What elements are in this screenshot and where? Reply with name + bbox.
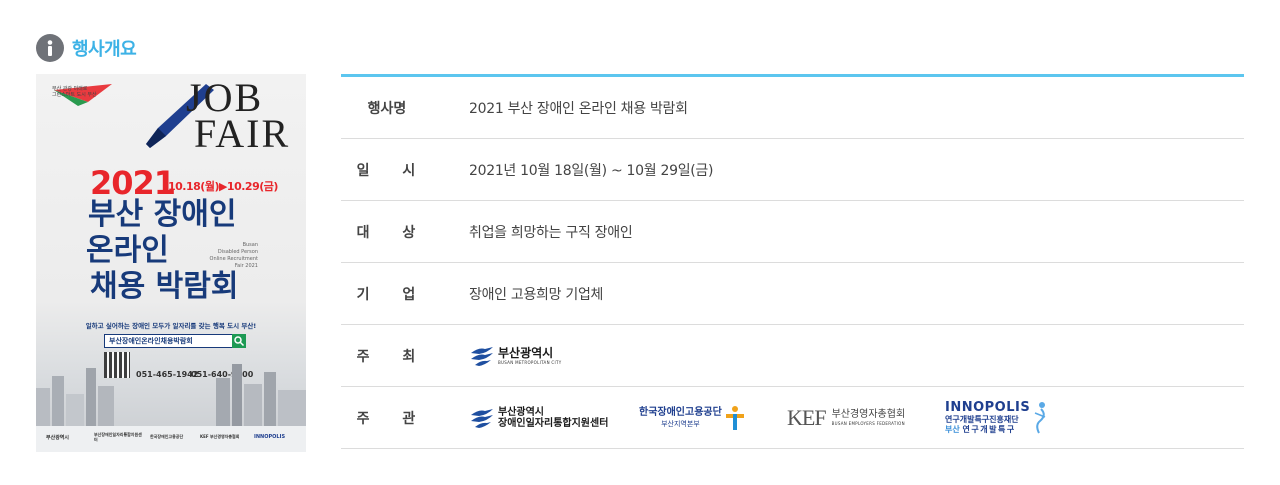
- row-label: 행사명: [367, 100, 407, 117]
- poster-headline-3: 채용 박람회: [90, 269, 239, 304]
- busan-wave-icon: [471, 346, 493, 366]
- table-row: 행사명 2021 부산 장애인 온라인 채용 박람회: [341, 77, 1244, 139]
- poster-job-text: JOB: [186, 75, 264, 120]
- innopolis-logo: INNOPOLIS 연구개발특구진흥재단 부산 연구개발특구: [945, 400, 1049, 435]
- poster-phone-1: 051-465-1942: [136, 370, 199, 379]
- host-logo-sub: BUSAN METROPOLITAN CITY: [498, 359, 562, 365]
- poster-footer-logos: 부산광역시 부산장애인일자리통합지원센터 한국장애인고용공단 KEF 부산경영자…: [36, 426, 306, 452]
- table-row: 기 업 장애인 고용희망 기업체: [341, 263, 1244, 325]
- necktie-graphic: [146, 84, 214, 148]
- row-label: 일 시: [356, 162, 430, 179]
- busan-wave-icon: [471, 408, 493, 428]
- section-header: 행사개요: [36, 34, 137, 62]
- poster-tagline: 일하고 싶어하는 장애인 모두가 일자리를 갖는 행복 도시 부산!: [85, 322, 257, 330]
- info-icon: [36, 34, 64, 62]
- poster-headline-1: 부산 장애인: [88, 197, 237, 232]
- innopolis-figure-icon: [1034, 401, 1046, 433]
- row-label: 대 상: [356, 224, 430, 241]
- busan-city-logo: 부산광역시 BUSAN METROPOLITAN CITY: [469, 345, 562, 367]
- row-label: 주 관: [356, 410, 430, 427]
- table-row: 일 시 2021년 10월 18일(월) ~ 10월 29일(금): [341, 139, 1244, 201]
- row-label: 기 업: [356, 286, 430, 303]
- event-poster: 부산 관광 미래로 그린스마트 도시 부산 JOB FAIR 2021 10.1…: [36, 74, 306, 452]
- busan-job-center-logo: 부산광역시 장애인일자리통합지원센터: [469, 407, 608, 429]
- poster-headline-2: 온라인: [86, 233, 169, 268]
- kead-logo: 한국장애인고용공단 부산지역본부: [639, 405, 746, 431]
- poster-search-box: 부산장애인온라인채용박람회: [104, 334, 234, 348]
- table-row: 주 관 부산광역시 장애인일자리통합지원센터 한국장애인고용공단 부산지역본부: [341, 387, 1244, 449]
- table-row: 대 상 취업을 희망하는 구직 장애인: [341, 201, 1244, 263]
- row-value: 2021 부산 장애인 온라인 채용 박람회: [469, 100, 688, 117]
- section-title: 행사개요: [72, 39, 137, 60]
- row-value: 장애인 고용희망 기업체: [469, 286, 604, 303]
- qr-code: [104, 352, 130, 378]
- table-row: 주 최 부산광역시 BUSAN METROPOLITAN CITY: [341, 325, 1244, 387]
- row-value: 2021년 10월 18일(월) ~ 10월 29일(금): [469, 162, 714, 179]
- kef-logo: KEF 부산경영자총협회 BUSAN EMPLOYERS FEDERATION: [787, 404, 906, 430]
- row-value: 취업을 희망하는 구직 장애인: [469, 224, 633, 241]
- poster-brand-text: 부산 관광 미래로 그린스마트 도시 부산: [52, 86, 97, 98]
- row-label: 주 최: [356, 348, 430, 365]
- city-skyline-graphic: [36, 364, 306, 428]
- search-icon: [232, 334, 246, 348]
- poster-year: 2021: [90, 164, 176, 202]
- kead-mark-icon: [725, 405, 744, 430]
- host-logo-name: 부산광역시: [498, 345, 554, 360]
- event-info-table: 행사명 2021 부산 장애인 온라인 채용 박람회 일 시 2021년 10월…: [341, 74, 1244, 449]
- poster-fair-text: FAIR: [194, 111, 291, 156]
- poster-english-text: Busan Disabled Person Online Recruitment…: [209, 242, 258, 269]
- poster-dates: 10.18(월)▶10.29(금): [168, 180, 278, 193]
- busan-brand-logo: [54, 84, 112, 106]
- poster-phone-2: 051-640-9800: [191, 370, 254, 379]
